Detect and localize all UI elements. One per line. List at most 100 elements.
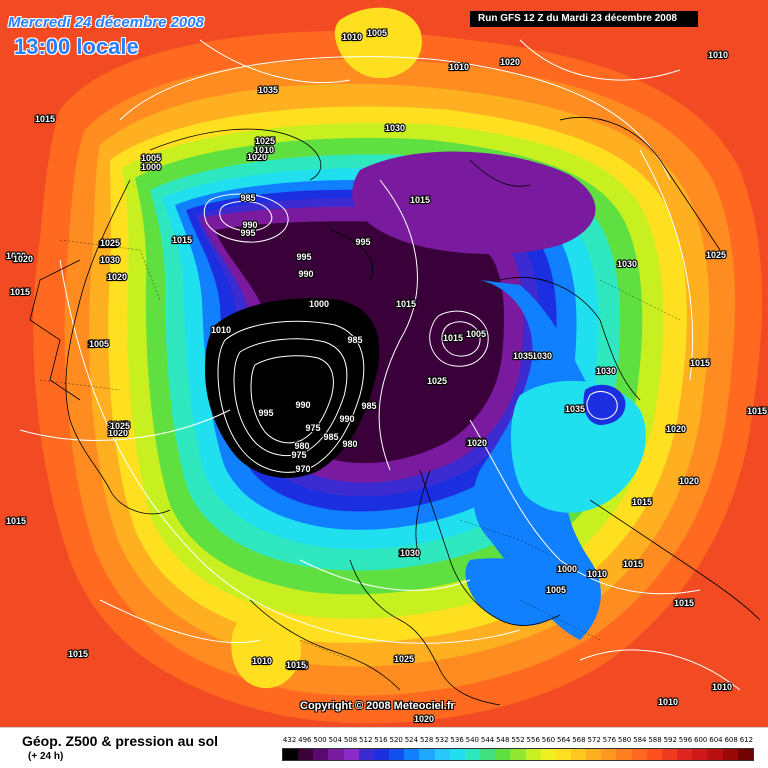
- scale-label: 600: [694, 736, 708, 744]
- isobar-value-label: 1005: [89, 339, 109, 349]
- scale-label: 608: [724, 736, 738, 744]
- scale-swatch: [328, 749, 344, 760]
- scale-label: 500: [313, 736, 327, 744]
- isobar-value-label: 1000: [557, 564, 577, 574]
- isobar-value-label: 1025: [427, 376, 447, 386]
- scale-swatch: [540, 749, 556, 760]
- scale-swatch: [373, 749, 390, 760]
- isobar-value-label: 1015: [443, 333, 463, 343]
- scale-swatch: [707, 749, 723, 760]
- isobar-value-label: 1015: [288, 661, 308, 671]
- isobar-value-label: 1035: [258, 85, 278, 95]
- scale-swatch: [616, 749, 632, 760]
- scale-label: 516: [374, 736, 388, 744]
- scale-label: 580: [617, 736, 632, 744]
- isobar-value-label: 1010: [254, 145, 274, 155]
- scale-swatch: [661, 749, 678, 760]
- isobar-value-label: 990: [298, 269, 313, 279]
- isobar-value-label: 985: [361, 401, 376, 411]
- isobar-value-label: 1025: [100, 238, 120, 248]
- scale-swatch: [722, 749, 738, 760]
- scale-swatch: [586, 749, 602, 760]
- borders: [39, 239, 681, 661]
- scale-label: 596: [678, 736, 693, 744]
- isobar-value-label: 1030: [400, 548, 420, 558]
- isobar-value-label: 1035: [565, 404, 585, 414]
- scale-label: 540: [465, 736, 479, 744]
- scale-label: 524: [404, 736, 419, 744]
- scale-label: 548: [496, 736, 510, 744]
- scale-swatch: [480, 749, 496, 760]
- isobar-value-label: 1005: [466, 329, 486, 339]
- scale-label: 504: [328, 736, 342, 744]
- scale-label: 496: [298, 736, 312, 744]
- scale-swatch: [555, 749, 571, 760]
- scale-swatch: [631, 749, 647, 760]
- scale-swatch: [737, 749, 753, 760]
- scale-swatch: [404, 749, 420, 760]
- scale-label: 564: [556, 736, 571, 744]
- isobar-value-label: 1000: [141, 162, 161, 172]
- scale-label: 532: [435, 736, 449, 744]
- run-info-box: Run GFS 12 Z du Mardi 23 décembre 2008: [470, 11, 698, 27]
- scale-swatch: [692, 749, 708, 760]
- isobar-value-label: 1020: [13, 254, 33, 264]
- scale-swatch: [601, 749, 617, 760]
- isobar-value-label: 1030: [532, 351, 552, 361]
- isobar-value-label: 1005: [546, 585, 566, 595]
- scale-label: 572: [587, 736, 601, 744]
- isobar-value-label: 975: [305, 423, 320, 433]
- scale-swatch: [495, 749, 511, 760]
- scale-label: 568: [572, 736, 586, 744]
- isobar-value-label: 985: [323, 432, 338, 442]
- isobar-value-label: 1015: [747, 406, 767, 416]
- isobar-value-label: 1010: [708, 50, 728, 60]
- z500-color-field: [0, 0, 768, 727]
- weather-map: 1005 1010 1010 1020 1010 1035 1015 1030 1025 1020…: [0, 0, 768, 727]
- scale-label: 556: [526, 736, 540, 744]
- scale-label: 584: [633, 736, 647, 744]
- isobar-value-label: 1015: [674, 598, 694, 608]
- isobar-value-label: 1030: [385, 123, 405, 133]
- isobar-value-label: 1005: [88, 339, 108, 349]
- isobar-contours: [19, 39, 741, 691]
- isobar-value-label: 980: [342, 439, 357, 449]
- scale-swatch: [677, 749, 693, 760]
- forecast-time: 13:00 locale: [14, 34, 139, 59]
- isobar-value-label: 1025: [255, 136, 275, 146]
- isobar-value-label: 995: [258, 408, 273, 418]
- isobar-value-label: 1025: [108, 420, 128, 430]
- scale-swatch: [389, 749, 405, 760]
- legend-title: Géop. Z500 & pression au sol: [22, 733, 219, 749]
- isobar-value-label: 975: [291, 450, 306, 460]
- isobar-value-label: 1015: [410, 195, 430, 205]
- color-scale-bar: [282, 748, 754, 761]
- isobar-value-label: 1015: [286, 660, 306, 670]
- legend-footer: Géop. Z500 & pression au sol (+ 24 h) 43…: [0, 727, 768, 768]
- scale-label: 528: [419, 736, 434, 744]
- scale-swatch: [343, 749, 359, 760]
- scale-label: 544: [480, 736, 495, 744]
- scale-swatch: [419, 749, 435, 760]
- scale-label: 432: [282, 736, 297, 744]
- scale-swatch: [510, 749, 526, 760]
- scale-label: 512: [359, 736, 373, 744]
- scale-label: 552: [511, 736, 525, 744]
- isobar-value-label: 1010: [658, 697, 678, 707]
- isobar-value-label: 1020: [666, 424, 686, 434]
- isobar-value-label: 1015: [632, 497, 652, 507]
- isobar-value-label: 1035: [565, 404, 585, 414]
- isobar-value-label: 990: [339, 414, 354, 424]
- scale-label: 560: [541, 736, 556, 744]
- isobar-value-label: 1020: [108, 428, 128, 438]
- scale-swatch: [283, 749, 299, 760]
- isobar-value-label: 1000: [309, 299, 329, 309]
- scale-label: 576: [602, 736, 617, 744]
- isobar-value-label: 1030: [100, 255, 120, 265]
- isobar-value-label: 1015: [6, 516, 26, 526]
- scale-swatch: [525, 749, 541, 760]
- scale-label: 592: [663, 736, 677, 744]
- isobar-value-label: 1030: [596, 366, 616, 376]
- isobar-value-label: 1015: [35, 114, 55, 124]
- scale-swatch: [434, 749, 450, 760]
